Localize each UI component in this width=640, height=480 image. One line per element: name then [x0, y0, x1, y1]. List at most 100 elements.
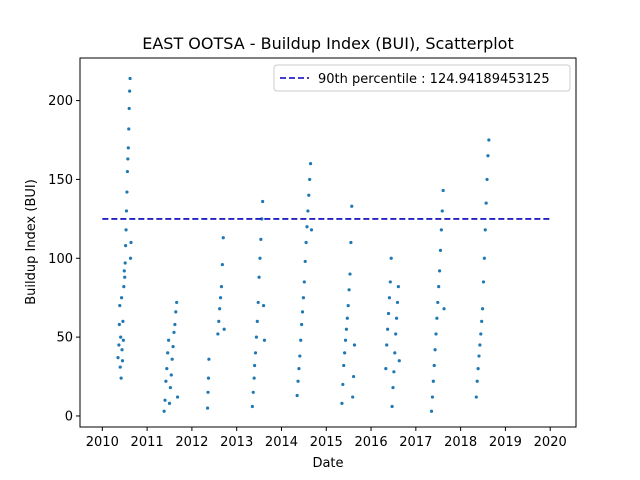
data-point — [390, 404, 394, 409]
data-point — [174, 310, 178, 314]
data-point — [119, 376, 123, 380]
data-point — [348, 272, 352, 276]
data-point — [206, 390, 210, 394]
data-point — [345, 316, 349, 320]
data-point — [486, 154, 490, 158]
data-point — [386, 311, 391, 316]
data-point — [258, 256, 262, 260]
data-point — [220, 262, 224, 267]
data-point — [475, 379, 479, 383]
x-axis: 2010 2011 2012 2013 2014 2015 2016 2017 2018 2019… — [86, 427, 567, 450]
plot-frame — [79, 57, 577, 428]
data-point — [171, 344, 175, 349]
data-point — [347, 288, 351, 292]
x-tick-label: 2014 — [265, 435, 298, 450]
data-point — [298, 354, 302, 358]
y-axis-title: Buildup Index (BUI) — [24, 179, 39, 305]
data-point — [116, 356, 120, 360]
data-point — [389, 256, 393, 260]
data-point — [386, 327, 390, 331]
data-point — [308, 177, 312, 182]
data-point — [169, 373, 173, 377]
data-point — [387, 296, 392, 300]
data-point — [252, 376, 256, 380]
x-tick-label: 2013 — [220, 435, 253, 450]
data-point — [166, 351, 170, 355]
data-point — [474, 395, 478, 399]
data-point — [163, 398, 167, 402]
data-point — [439, 228, 443, 232]
data-point — [476, 367, 480, 371]
data-points — [116, 76, 491, 413]
data-point — [309, 228, 314, 232]
data-point — [483, 228, 487, 232]
data-point — [124, 209, 129, 213]
data-point — [261, 199, 265, 204]
data-point — [167, 401, 172, 405]
data-point — [251, 390, 255, 394]
data-point — [173, 322, 177, 327]
legend-label: 90th percentile : 124.94189453125 — [318, 72, 550, 87]
data-point — [394, 332, 398, 336]
data-point — [487, 138, 491, 142]
data-point — [255, 319, 259, 323]
data-point — [299, 338, 303, 342]
data-point — [308, 162, 313, 166]
data-point — [485, 177, 489, 182]
data-point — [342, 363, 346, 368]
data-point — [168, 385, 172, 390]
data-point — [442, 307, 446, 311]
data-point — [394, 316, 399, 320]
data-point — [127, 127, 131, 131]
data-point — [119, 296, 124, 300]
x-tick-label: 2019 — [489, 435, 522, 450]
data-point — [351, 395, 355, 399]
data-point — [307, 193, 311, 197]
data-point — [175, 300, 179, 305]
data-point — [118, 303, 122, 308]
data-point — [125, 190, 129, 194]
data-point — [121, 319, 125, 323]
legend: 90th percentile : 124.94189453125 — [273, 64, 571, 92]
data-point — [352, 343, 357, 347]
data-point — [222, 327, 226, 331]
data-point — [221, 236, 225, 240]
data-point — [250, 404, 254, 409]
data-point — [343, 351, 347, 355]
data-point — [175, 395, 180, 399]
data-point — [126, 157, 130, 161]
x-tick-label: 2020 — [534, 435, 567, 450]
x-tick-label: 2015 — [310, 435, 343, 450]
data-point — [438, 248, 443, 252]
y-tick-label: 200 — [48, 94, 73, 109]
data-point — [128, 89, 132, 93]
data-point — [123, 275, 127, 279]
data-point — [346, 303, 350, 308]
data-point — [300, 322, 304, 327]
data-point — [479, 332, 483, 336]
data-point — [437, 269, 442, 273]
data-point — [296, 379, 300, 383]
data-point — [256, 300, 260, 305]
y-tick-label: 150 — [48, 173, 73, 188]
data-point — [430, 395, 435, 399]
data-point — [120, 348, 124, 352]
data-point — [261, 303, 266, 308]
data-point — [217, 319, 221, 323]
data-point — [253, 351, 258, 355]
data-point — [304, 240, 308, 245]
data-point — [124, 244, 128, 248]
data-point — [297, 367, 301, 371]
data-point — [120, 359, 125, 363]
data-point — [393, 351, 397, 355]
data-point — [344, 327, 349, 331]
data-point — [124, 228, 128, 232]
y-tick-label: 50 — [56, 331, 73, 346]
data-point — [384, 367, 388, 371]
data-point — [434, 332, 438, 336]
legend-box — [273, 64, 571, 92]
data-point — [253, 363, 257, 368]
data-point — [122, 269, 126, 273]
data-point — [129, 240, 133, 245]
y-tick-label: 0 — [65, 409, 73, 424]
